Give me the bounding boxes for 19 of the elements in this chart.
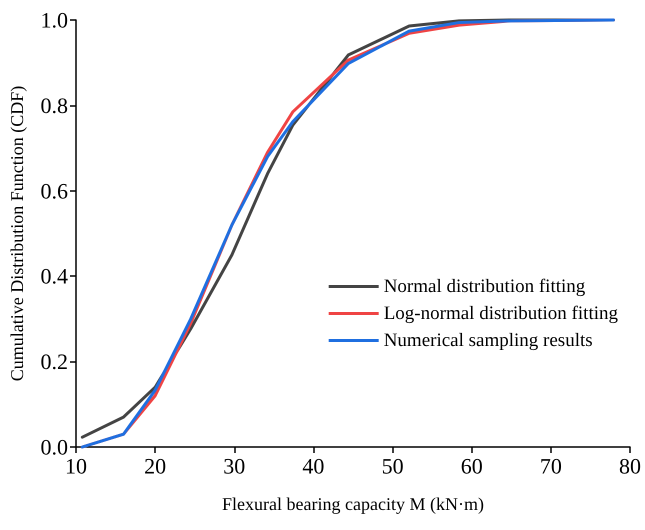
x-tick-label: 70 [540, 454, 562, 478]
y-tick-label: 0.8 [40, 92, 68, 118]
y-tick-label: 1.0 [40, 8, 68, 32]
x-tick-label: 30 [223, 454, 246, 478]
legend-label: Normal distribution fitting [384, 276, 586, 297]
y-tick-label: 0.0 [40, 434, 68, 460]
x-tick-label: 60 [460, 454, 483, 478]
x-axis-title: Flexural bearing capacity M (kN·m) [222, 494, 484, 514]
legend-label: Numerical sampling results [384, 330, 593, 351]
y-tick-label: 0.6 [40, 178, 68, 204]
x-tick-label: 20 [144, 454, 166, 478]
x-tick-label: 80 [619, 454, 641, 478]
x-tick-label: 10 [65, 454, 87, 478]
y-tick-label: 0.4 [40, 264, 68, 289]
legend-label: Log-normal distribution fitting [384, 303, 618, 324]
x-tick-label: 50 [382, 454, 404, 478]
y-axis-title: Cumulative Distribution Function (CDF) [7, 86, 27, 382]
x-tick-label: 40 [302, 454, 324, 478]
y-tick-label: 0.2 [40, 349, 68, 374]
